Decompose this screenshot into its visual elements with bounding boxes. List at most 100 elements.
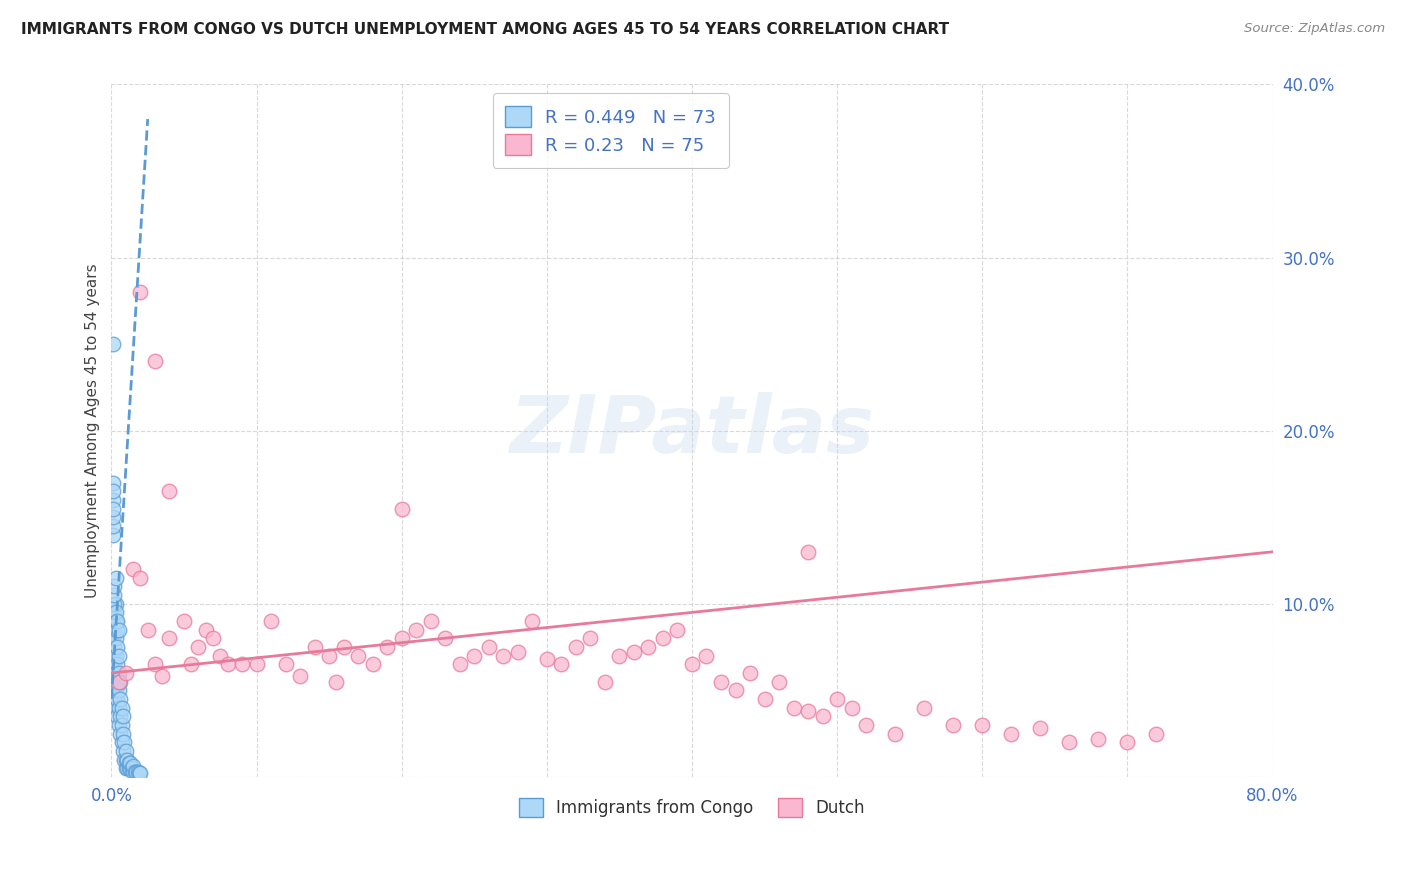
Point xyxy=(115,665,138,680)
Point xyxy=(105,692,128,706)
Point xyxy=(101,527,124,541)
Point xyxy=(104,700,127,714)
Point xyxy=(118,761,141,775)
Point xyxy=(101,475,124,490)
Point xyxy=(111,726,134,740)
Point xyxy=(107,718,129,732)
Point xyxy=(117,753,139,767)
Point xyxy=(1116,735,1139,749)
Point xyxy=(114,735,136,749)
Point xyxy=(108,709,131,723)
Point xyxy=(1029,722,1052,736)
Point xyxy=(391,632,413,646)
Point xyxy=(125,764,148,779)
Point xyxy=(768,674,790,689)
Point xyxy=(361,657,384,672)
Point xyxy=(593,674,616,689)
Point xyxy=(105,657,128,672)
Point xyxy=(103,623,125,637)
Point xyxy=(579,632,602,646)
Point xyxy=(121,761,143,775)
Point xyxy=(104,597,127,611)
Point xyxy=(128,766,150,780)
Point xyxy=(122,764,145,779)
Point xyxy=(104,648,127,663)
Point xyxy=(274,657,297,672)
Y-axis label: Unemployment Among Ages 45 to 54 years: Unemployment Among Ages 45 to 54 years xyxy=(86,263,100,598)
Point xyxy=(449,657,471,672)
Point xyxy=(103,588,125,602)
Point xyxy=(332,640,354,654)
Point xyxy=(506,645,529,659)
Point xyxy=(565,640,588,654)
Point xyxy=(129,571,152,585)
Point xyxy=(1087,731,1109,746)
Point xyxy=(117,761,139,775)
Point xyxy=(101,632,124,646)
Point xyxy=(724,683,747,698)
Point xyxy=(103,579,125,593)
Point xyxy=(122,562,145,576)
Point xyxy=(101,614,124,628)
Point xyxy=(103,597,125,611)
Point xyxy=(101,648,124,663)
Point xyxy=(111,709,134,723)
Point xyxy=(841,700,863,714)
Point xyxy=(104,614,127,628)
Point xyxy=(652,632,675,646)
Point xyxy=(108,692,131,706)
Point xyxy=(104,606,127,620)
Point xyxy=(107,674,129,689)
Point xyxy=(609,648,631,663)
Point xyxy=(325,674,347,689)
Point xyxy=(107,665,129,680)
Point xyxy=(105,674,128,689)
Point xyxy=(811,709,834,723)
Point xyxy=(107,700,129,714)
Point xyxy=(550,657,572,672)
Point xyxy=(194,623,217,637)
Point xyxy=(110,718,132,732)
Point xyxy=(855,718,877,732)
Point xyxy=(1059,735,1081,749)
Point xyxy=(972,718,994,732)
Point xyxy=(115,753,138,767)
Point xyxy=(105,614,128,628)
Point xyxy=(118,756,141,770)
Point xyxy=(101,492,124,507)
Point xyxy=(105,623,128,637)
Point xyxy=(754,692,776,706)
Point xyxy=(115,744,138,758)
Point xyxy=(623,645,645,659)
Text: IMMIGRANTS FROM CONGO VS DUTCH UNEMPLOYMENT AMONG AGES 45 TO 54 YEARS CORRELATIO: IMMIGRANTS FROM CONGO VS DUTCH UNEMPLOYM… xyxy=(21,22,949,37)
Point xyxy=(103,692,125,706)
Point xyxy=(173,614,195,628)
Point xyxy=(103,640,125,654)
Point xyxy=(288,669,311,683)
Point xyxy=(107,683,129,698)
Point xyxy=(103,657,125,672)
Point xyxy=(129,766,152,780)
Point xyxy=(101,683,124,698)
Point xyxy=(124,764,146,779)
Point xyxy=(304,640,326,654)
Point xyxy=(637,640,659,654)
Point xyxy=(318,648,340,663)
Point xyxy=(110,735,132,749)
Point xyxy=(202,632,225,646)
Point xyxy=(129,285,152,300)
Point xyxy=(797,704,820,718)
Point xyxy=(120,756,142,770)
Point xyxy=(115,761,138,775)
Point xyxy=(150,669,173,683)
Point xyxy=(419,614,441,628)
Point xyxy=(104,683,127,698)
Point xyxy=(180,657,202,672)
Point xyxy=(217,657,239,672)
Point xyxy=(110,700,132,714)
Text: Source: ZipAtlas.com: Source: ZipAtlas.com xyxy=(1244,22,1385,36)
Point xyxy=(884,726,907,740)
Point xyxy=(492,648,515,663)
Point xyxy=(782,700,804,714)
Point xyxy=(187,640,209,654)
